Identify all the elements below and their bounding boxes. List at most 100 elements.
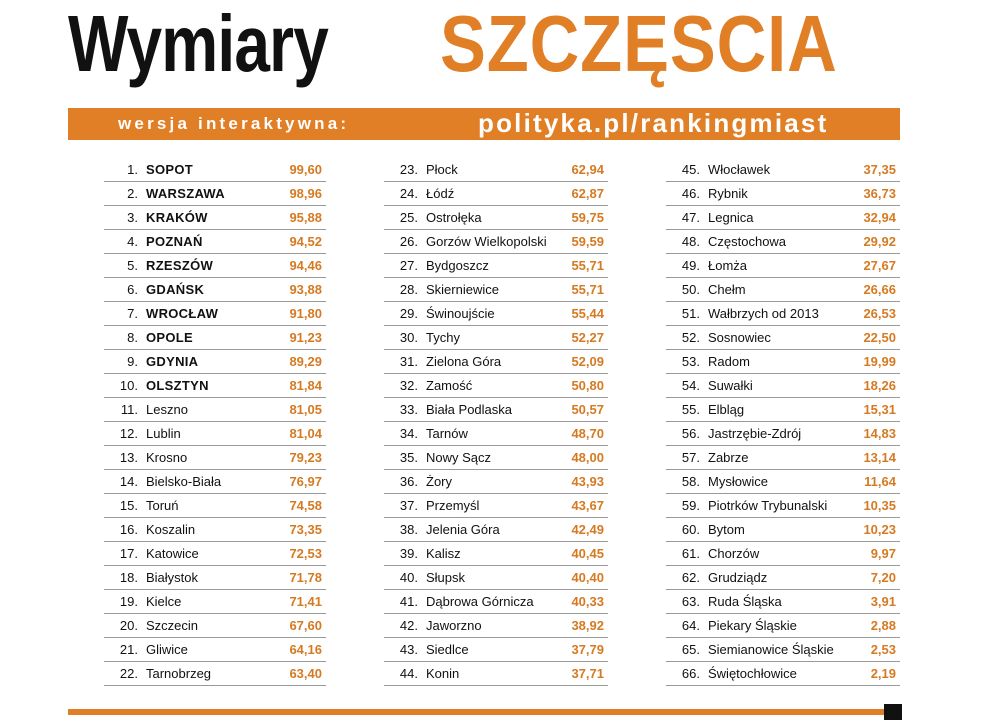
table-row: 39. Kalisz 40,45 xyxy=(384,542,608,566)
table-row: 17. Katowice 72,53 xyxy=(104,542,326,566)
score-value: 7,20 xyxy=(870,570,896,585)
score-value: 67,60 xyxy=(289,618,322,633)
table-row: 5. RZESZÓW 94,46 xyxy=(104,254,326,278)
table-row: 57. Zabrze 13,14 xyxy=(666,446,900,470)
table-row: 62. Grudziądz 7,20 xyxy=(666,566,900,590)
city-name: Świętochłowice xyxy=(708,666,797,681)
table-row: 61. Chorzów 9,97 xyxy=(666,542,900,566)
score-value: 2,53 xyxy=(870,642,896,657)
score-value: 2,88 xyxy=(870,618,896,633)
table-row: 34. Tarnów 48,70 xyxy=(384,422,608,446)
table-row: 48. Częstochowa 29,92 xyxy=(666,230,900,254)
table-row: 47. Legnica 32,94 xyxy=(666,206,900,230)
score-value: 15,31 xyxy=(863,402,896,417)
city-name: Przemyśl xyxy=(426,498,480,513)
city-name: Bytom xyxy=(708,522,745,537)
score-value: 52,09 xyxy=(571,354,604,369)
rank-number: 60. xyxy=(681,522,700,537)
rank-number: 49. xyxy=(681,258,700,273)
table-row: 59. Piotrków Trybunalski 10,35 xyxy=(666,494,900,518)
score-value: 40,40 xyxy=(571,570,604,585)
table-row: 2. WARSZAWA 98,96 xyxy=(104,182,326,206)
rank-number: 17. xyxy=(119,546,138,561)
city-name: Ruda Śląska xyxy=(708,594,782,609)
score-value: 50,80 xyxy=(571,378,604,393)
city-name: WARSZAWA xyxy=(146,186,225,201)
table-row: 16. Koszalin 73,35 xyxy=(104,518,326,542)
city-name: Gliwice xyxy=(146,642,188,657)
rank-number: 25. xyxy=(399,210,418,225)
score-value: 29,92 xyxy=(863,234,896,249)
city-name: RZESZÓW xyxy=(146,258,214,273)
interactive-version-banner: wersja interaktywna: polityka.pl/ranking… xyxy=(68,108,900,140)
rank-number: 4. xyxy=(127,234,138,249)
score-value: 36,73 xyxy=(863,186,896,201)
rank-number: 15. xyxy=(119,498,138,513)
rank-number: 63. xyxy=(681,594,700,609)
city-name: Białystok xyxy=(146,570,199,585)
score-value: 32,94 xyxy=(863,210,896,225)
score-value: 52,27 xyxy=(571,330,604,345)
score-value: 94,52 xyxy=(289,234,322,249)
city-name: Chełm xyxy=(708,282,746,297)
rank-number: 30. xyxy=(399,330,418,345)
score-value: 81,04 xyxy=(289,426,322,441)
rank-number: 58. xyxy=(681,474,700,489)
table-row: 36. Żory 43,93 xyxy=(384,470,608,494)
banner-url-link[interactable]: polityka.pl/rankingmiast xyxy=(478,108,829,138)
score-value: 71,78 xyxy=(289,570,322,585)
rank-number: 16. xyxy=(119,522,138,537)
score-value: 62,87 xyxy=(571,186,604,201)
rank-number: 23. xyxy=(399,162,418,177)
table-row: 27. Bydgoszcz 55,71 xyxy=(384,254,608,278)
score-value: 55,71 xyxy=(571,258,604,273)
ranking-column-2: 23. Płock 62,94 24. Łódź 62,87 25. Ostrołęka 59,… xyxy=(384,158,608,686)
score-value: 43,93 xyxy=(571,474,604,489)
score-value: 91,80 xyxy=(289,306,322,321)
score-value: 99,60 xyxy=(289,162,322,177)
city-name: Zamość xyxy=(426,378,473,393)
rank-number: 59. xyxy=(681,498,700,513)
table-row: 14. Bielsko-Biała 76,97 xyxy=(104,470,326,494)
table-row: 54. Suwałki 18,26 xyxy=(666,374,900,398)
score-value: 11,64 xyxy=(864,474,896,489)
table-row: 46. Rybnik 36,73 xyxy=(666,182,900,206)
rank-number: 45. xyxy=(681,162,700,177)
table-row: 37. Przemyśl 43,67 xyxy=(384,494,608,518)
city-name: Leszno xyxy=(146,402,188,417)
table-row: 49. Łomża 27,67 xyxy=(666,254,900,278)
score-value: 48,70 xyxy=(571,426,604,441)
city-name: Zielona Góra xyxy=(426,354,502,369)
rank-number: 22. xyxy=(119,666,138,681)
table-row: 52. Sosnowiec 22,50 xyxy=(666,326,900,350)
score-value: 55,71 xyxy=(571,282,604,297)
rank-number: 36. xyxy=(399,474,418,489)
rank-number: 65. xyxy=(681,642,700,657)
table-row: 51. Wałbrzych od 2013 26,53 xyxy=(666,302,900,326)
table-row: 45. Włocławek 37,35 xyxy=(666,158,900,182)
rank-number: 6. xyxy=(127,282,138,297)
rank-number: 27. xyxy=(399,258,418,273)
score-value: 50,57 xyxy=(571,402,604,417)
score-value: 95,88 xyxy=(289,210,322,225)
city-name: Piotrków Trybunalski xyxy=(708,498,828,513)
rank-number: 42. xyxy=(399,618,418,633)
rank-number: 61. xyxy=(681,546,700,561)
score-value: 64,16 xyxy=(289,642,322,657)
score-value: 3,91 xyxy=(870,594,896,609)
city-name: Nowy Sącz xyxy=(426,450,492,465)
table-row: 31. Zielona Góra 52,09 xyxy=(384,350,608,374)
rank-number: 18. xyxy=(119,570,138,585)
rank-number: 20. xyxy=(119,618,138,633)
city-name: OLSZTYN xyxy=(146,378,209,393)
bottom-divider xyxy=(68,709,900,715)
rank-number: 5. xyxy=(127,258,138,273)
score-value: 10,23 xyxy=(863,522,896,537)
city-name: Kielce xyxy=(146,594,182,609)
table-row: 18. Białystok 71,78 xyxy=(104,566,326,590)
table-row: 56. Jastrzębie-Zdrój 14,83 xyxy=(666,422,900,446)
banner-prefix: wersja interaktywna: xyxy=(118,114,350,133)
table-row: 65. Siemianowice Śląskie 2,53 xyxy=(666,638,900,662)
table-row: 66. Świętochłowice 2,19 xyxy=(666,662,900,686)
city-name: Jastrzębie-Zdrój xyxy=(708,426,802,441)
